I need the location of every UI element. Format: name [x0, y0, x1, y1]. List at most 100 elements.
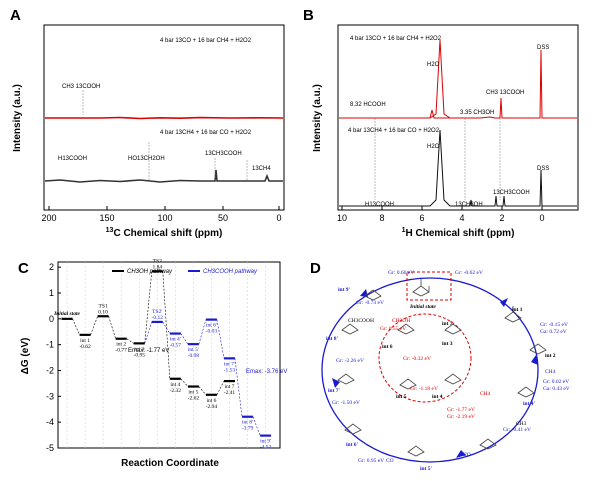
panel-d-energy: Gr: -0.73 eV: [356, 300, 384, 306]
panel-d-int1: int 1: [512, 307, 523, 313]
panel-d-int4: int 4: [432, 394, 443, 400]
panel-c-connector: [234, 358, 243, 417]
panel-d-int8p: int 8': [326, 336, 339, 342]
panel-c-connector: [198, 386, 207, 395]
panel-a-xtick-100: 100: [157, 213, 172, 223]
panel-c-emax2: Emax: -3.76 eV: [246, 369, 287, 375]
panel-b-label-h2o-top: H2O: [427, 62, 440, 68]
panel-c-energy-levels: Initial state int 1 -0.62 TS1 0.10 int 2 -0.77…: [53, 258, 271, 450]
panel-d-initial-box: [406, 271, 452, 301]
panel-d-label: D: [310, 260, 321, 277]
panel-d-species: CH4: [545, 369, 556, 375]
panel-c-connector: [162, 271, 171, 379]
panel-b-legend-top: 4 bar 13CO + 16 bar CH4 + H2O2: [350, 36, 442, 42]
panel-c-connector: [180, 378, 189, 387]
panel-b-xticks: 10 8 6 4 2 0: [337, 206, 545, 223]
panel-d-int5: int 5: [396, 394, 407, 400]
panel-a-ylabel: Intensity (a.u.): [12, 84, 23, 152]
panel-b-xtick: 4: [459, 213, 464, 223]
panel-b-label-13ch3cooh: 13CH3COOH: [493, 190, 530, 196]
panel-b-label-ch3oh: 3.35 CH3OH: [460, 110, 494, 116]
panel-a-legend-top: 4 bar 13CO + 16 bar CH4 + H2O2: [160, 38, 252, 44]
panel-c-level-label: int 1 -0.62: [79, 338, 91, 350]
panel-d-energy: Gr: -0.15 eV: [540, 322, 568, 328]
panel-c-connector: [90, 316, 98, 335]
panel-c-level-label: int 9' -4.52: [260, 439, 272, 451]
panel-b-xtick: 10: [337, 213, 347, 223]
panel-d-energy: Gr: 0.95 eV: [358, 458, 384, 464]
panel-c-connector: [252, 416, 261, 436]
panel-b-xtick: 8: [379, 213, 384, 223]
panel-d-energy: Gr: -2.26 eV: [336, 358, 364, 364]
panel-c-level-label: int 4' -0.57: [170, 337, 182, 349]
panel-c-connector: [180, 333, 189, 345]
panel-d-catalyst-glyphs: [337, 279, 547, 457]
panel-d-species: CH3OH: [392, 318, 410, 324]
panel-b-label-h13cooh: H13COOH: [365, 202, 394, 208]
panel-a-xtick-50: 50: [218, 213, 228, 223]
panel-d-energy: Gr: -2.19 eV: [447, 414, 475, 420]
panel-a-peak-13ch4: 13CH4: [252, 166, 271, 172]
panel-d-energy: Gr: -0.41 eV: [503, 427, 531, 433]
panel-c-xlabel: Reaction Coordinate: [121, 458, 219, 469]
panel-d-energy: Gr: 0.55 eV: [380, 326, 406, 332]
panel-d-int6p: int 6': [346, 442, 359, 448]
panel-b-label-hcooh: 8.32 HCOOH: [350, 102, 386, 108]
panel-c-level-label: int 2 -0.77: [115, 342, 127, 354]
panel-d-species: CO: [386, 458, 394, 464]
panel-c-ytick-label: -3: [46, 391, 54, 401]
panel-c-ytick-label: -5: [46, 443, 54, 453]
panel-c-level-label: int 7' -1.53: [224, 361, 236, 373]
panel-c-ytick-label: 1: [49, 288, 54, 298]
panel-c-level-label: Initial state: [53, 311, 80, 317]
panel-d-energy: Ga: 0.72 eV: [540, 329, 567, 335]
panel-c-level-label: int 5' -0.98: [188, 347, 200, 359]
panel-b-xtick: 2: [499, 213, 504, 223]
panel-c-yticks: 2 1 0 -1 -2 -3 -4 -5: [46, 262, 61, 453]
panel-c-connector: [72, 318, 80, 335]
panel-b-label: B: [303, 7, 314, 24]
panel-b-xtick: 6: [419, 213, 424, 223]
panel-c-level-label: TS2' -0.12: [152, 309, 164, 321]
panel-a: A Intensity (a.u.) 200 150 100 50 0 13C …: [10, 7, 285, 239]
panel-c-connector: [198, 319, 207, 345]
panel-a-legend-bottom: 4 bar 13CH4 + 16 bar CO + H2O2: [160, 130, 252, 136]
panel-c-ytick-label: 0: [49, 314, 54, 324]
panel-c-frame: [57, 261, 281, 449]
panel-b-legend-bottom: 4 bar 13CH4 + 16 bar CO + H2O2: [348, 128, 440, 134]
panel-b-spectrum-bottom: [339, 129, 577, 207]
panel-b-label-dss-bottom: DSS: [537, 166, 549, 172]
panel-d-species: CH3COOH: [348, 318, 374, 324]
panel-c-legend-ch3oh: CH3OH pathway: [127, 269, 173, 275]
panel-c-level-label: TS1 0.10: [98, 303, 108, 315]
panel-d-int7p: int 7': [328, 388, 341, 394]
panel-b-xlabel: 1H Chemical shift (ppm): [402, 227, 515, 239]
panel-c-ytick-label: -4: [46, 417, 54, 427]
panel-a-spectrum-top: [45, 116, 284, 120]
panel-c-ylabel: ΔG (eV): [20, 338, 31, 375]
panel-a-peak-ho13ch2oh: HO13CH2OH: [128, 156, 165, 162]
panel-c-level-label: int 6 -2.94: [206, 398, 218, 410]
panel-d-int6: int 6: [382, 344, 393, 350]
panel-d-energy: Ga: 0.43 eV: [543, 386, 570, 392]
panel-d-int4p: int 4': [523, 401, 536, 407]
panel-d-species: CH4: [480, 391, 491, 397]
panel-d-int9p: int 9': [338, 287, 351, 293]
panel-a-xtick-200: 200: [41, 213, 56, 223]
panel-d-energy: Gr: -0.32 eV: [403, 356, 431, 362]
panel-c-level-label: int 4 -2.32: [170, 382, 182, 394]
panel-d-energy: Gr: 0.66 eV: [388, 270, 414, 276]
panel-a-frame: [43, 24, 285, 211]
panel-d-energy: Gr: 0.02 eV: [543, 379, 569, 385]
panel-c-connector: [216, 380, 225, 395]
panel-c-label: C: [18, 260, 29, 277]
panel-a-xtick-0: 0: [276, 213, 281, 223]
panel-a-peak-h13cooh: H13COOH: [58, 156, 87, 162]
panel-a-spectrum-bottom: [44, 169, 283, 183]
panel-a-label: A: [10, 7, 21, 24]
panel-d-energy: Gr: -0.62 eV: [455, 270, 483, 276]
panel-b-label-13ch3oh: 13CH3OH: [455, 202, 483, 208]
panel-c-connector: [126, 338, 134, 344]
panel-c-level-label: int 3 -0.95: [133, 346, 145, 358]
